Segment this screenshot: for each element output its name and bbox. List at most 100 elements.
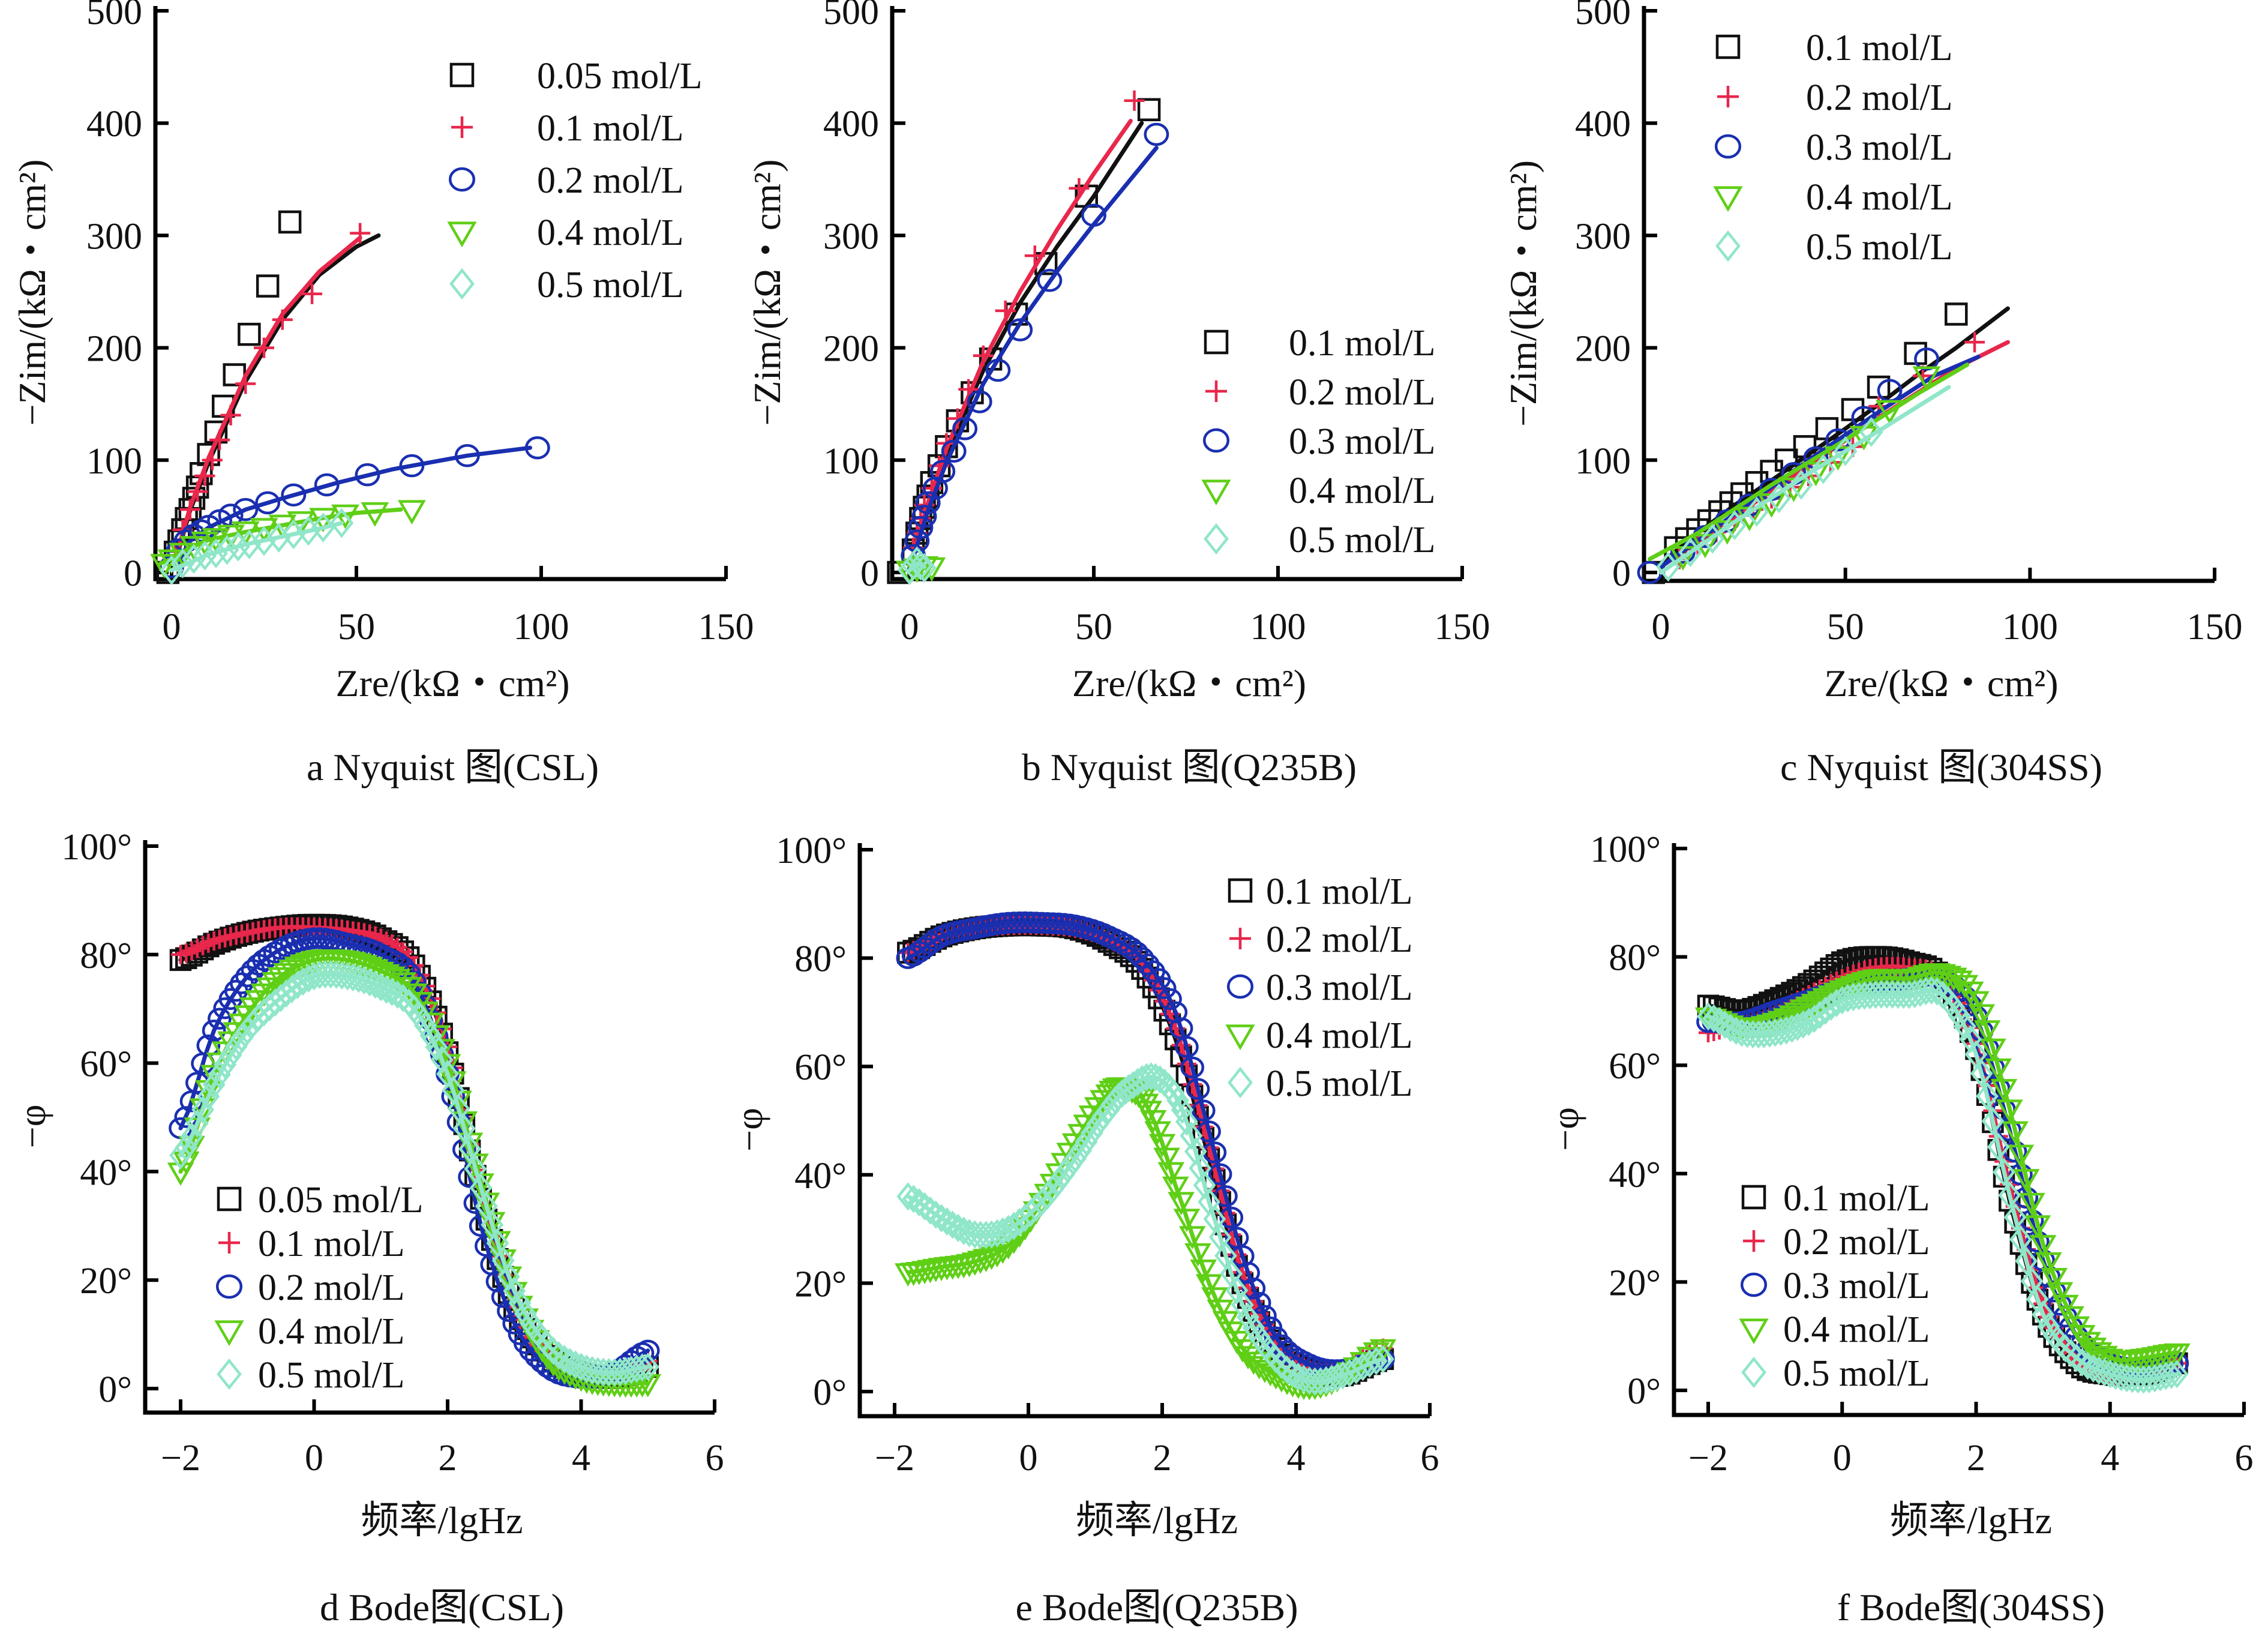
data-point — [214, 1050, 237, 1079]
y-tick-label: 100 — [823, 441, 879, 482]
y-axis-title: −φ — [11, 1104, 53, 1148]
panel-caption: d Bode图(CSL) — [320, 1586, 564, 1629]
x-tick-label: −2 — [875, 1438, 914, 1479]
data-point — [1153, 1147, 1180, 1171]
series-0-1-mol-l — [165, 223, 371, 566]
legend-label: 0.4 mol/L — [537, 212, 684, 253]
legend-label: 0.4 mol/L — [1266, 1015, 1413, 1056]
data-point — [454, 444, 480, 467]
data-point — [215, 535, 239, 565]
data-point — [980, 1220, 1003, 1249]
legend-label: 0.4 mol/L — [1289, 470, 1436, 511]
legend-label: 0.1 mol/L — [1806, 28, 1953, 68]
panel-caption: b Nyquist 图(Q235B) — [1022, 746, 1357, 788]
data-point — [1124, 90, 1145, 111]
series-0-5-mol-l — [1697, 976, 2189, 1394]
data-point — [1137, 98, 1161, 121]
data-point — [1747, 1020, 1770, 1049]
data-point — [912, 553, 937, 583]
x-tick-label: 2 — [1153, 1438, 1172, 1479]
panel-caption: c Nyquist 图(304SS) — [1780, 746, 2102, 788]
legend-marker — [217, 1358, 242, 1390]
data-point — [1173, 1209, 1201, 1233]
data-point — [194, 466, 215, 487]
data-point — [2003, 1203, 2027, 1232]
data-point — [2126, 1365, 2150, 1394]
data-point — [150, 554, 179, 578]
legend-label: 0.05 mol/L — [258, 1180, 424, 1221]
data-point — [204, 538, 228, 569]
data-point — [1175, 1107, 1198, 1136]
y-tick-label: 40° — [794, 1156, 847, 1197]
fit-line — [173, 235, 362, 562]
y-tick-label: 0 — [1612, 553, 1631, 594]
y-tick-label: 20° — [794, 1264, 847, 1305]
data-point — [1180, 1121, 1203, 1150]
data-point — [1162, 1176, 1189, 1200]
legend-marker — [1228, 1066, 1253, 1099]
data-point — [236, 1016, 259, 1045]
data-point — [625, 1354, 649, 1383]
y-tick-label: 0° — [813, 1372, 847, 1413]
data-point — [202, 1020, 226, 1042]
data-point — [1225, 1276, 1249, 1305]
data-point — [1207, 1299, 1234, 1323]
data-point — [255, 491, 281, 515]
data-point — [1195, 1274, 1223, 1298]
y-tick-label: 40° — [80, 1152, 132, 1193]
data-point — [1168, 1192, 1195, 1216]
data-point — [1920, 976, 1943, 1005]
data-point — [1987, 1132, 2010, 1161]
data-point — [1241, 1277, 1266, 1300]
data-point — [1945, 302, 1968, 326]
x-axis-title: Zre/(kΩ・cm²) — [1824, 662, 2058, 704]
legend: 0.1 mol/L0.2 mol/L0.3 mol/L0.4 mol/L0.5 … — [1739, 1178, 1930, 1394]
data-point — [1858, 981, 1882, 1010]
panel-c-nyquist-304ss: 0 50 100 150 0 100 200 300 400 500 Zre/(kΩ・cm²) −Zi… — [1502, 0, 2243, 788]
data-point — [209, 430, 230, 451]
panel-b-nyquist-q235b: 0 50 100 150 0 100 200 300 400 500 Zre/(kΩ・cm²) −Zi… — [746, 0, 1490, 788]
data-point — [1951, 975, 1979, 999]
data-point — [911, 505, 937, 528]
x-tick-label: 6 — [2235, 1438, 2254, 1479]
data-point — [314, 473, 340, 497]
data-point — [355, 463, 380, 487]
legend-marker — [1743, 1230, 1765, 1252]
data-point — [197, 443, 220, 466]
legend-label: 0.3 mol/L — [1783, 1266, 1930, 1306]
y-tick-label: 60° — [1609, 1046, 1661, 1087]
panel-caption: e Bode图(Q235B) — [1015, 1586, 1298, 1629]
legend-label: 0.05 mol/L — [537, 56, 703, 97]
x-tick-label: 2 — [1967, 1438, 1985, 1479]
legend-marker — [1740, 1272, 1768, 1297]
data-point — [1303, 1367, 1327, 1396]
legend-marker — [451, 116, 473, 138]
data-point — [197, 1082, 220, 1111]
legend-label: 0.2 mol/L — [1806, 77, 1953, 118]
data-point — [1030, 1188, 1054, 1216]
legend-marker — [447, 221, 477, 248]
data-point — [157, 549, 186, 574]
data-point — [1069, 178, 1090, 199]
data-point — [331, 504, 359, 529]
y-axis-title: −φ — [1544, 1107, 1586, 1151]
data-point — [174, 1106, 199, 1128]
data-point — [1175, 1036, 1199, 1059]
panel-caption: a Nyquist 图(CSL) — [307, 746, 599, 788]
data-point — [1184, 1243, 1211, 1267]
data-point — [1086, 1110, 1109, 1139]
fit-line — [178, 972, 650, 1375]
data-point — [941, 439, 967, 463]
data-point — [1081, 203, 1106, 227]
x-tick-label: 150 — [2187, 607, 2243, 647]
data-point — [1973, 1020, 2001, 1044]
data-point — [309, 508, 337, 533]
y-tick-label: 200 — [823, 329, 879, 370]
data-point — [2165, 1360, 2189, 1389]
data-point — [1841, 982, 1865, 1012]
data-point — [1656, 551, 1681, 582]
data-point — [1364, 1347, 1388, 1375]
x-tick-label: 50 — [338, 607, 375, 647]
y-axis-title: −Zim/(kΩ・cm²) — [746, 159, 788, 425]
data-point — [995, 300, 1016, 321]
